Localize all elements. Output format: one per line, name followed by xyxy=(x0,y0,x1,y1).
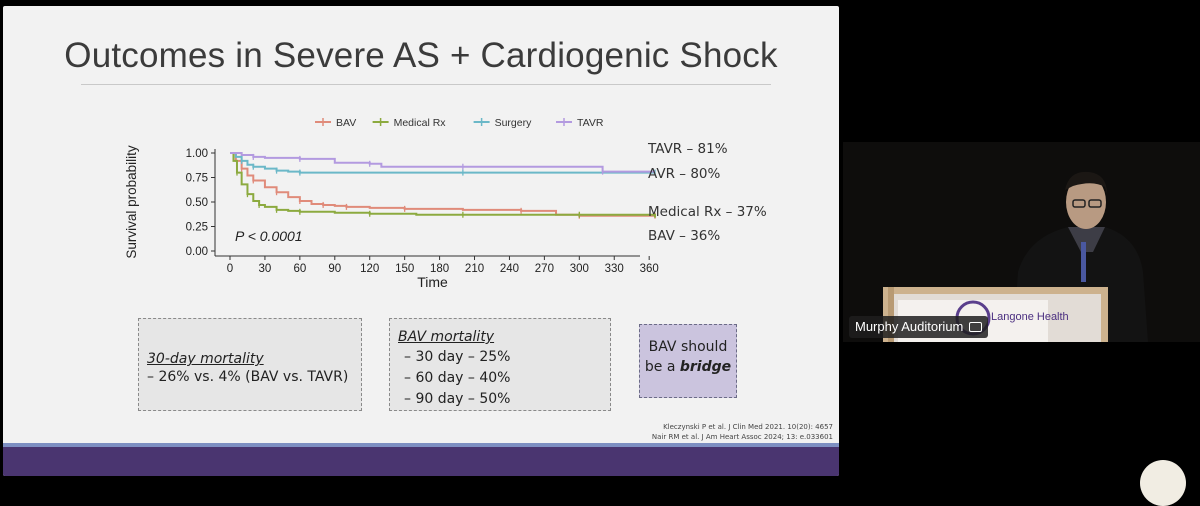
x-tick-label: 30 xyxy=(259,263,272,275)
annotation-medical: Medical Rx – 37% xyxy=(648,204,767,220)
speaker-illustration: Langone Health xyxy=(843,142,1200,342)
legend-label: TAVR xyxy=(577,117,604,129)
x-tick-label: 60 xyxy=(293,263,306,275)
x-tick-label: 120 xyxy=(360,263,379,275)
slide-title: Outcomes in Severe AS + Cardiogenic Shoc… xyxy=(64,36,778,75)
screen-share-icon[interactable] xyxy=(969,322,983,332)
citations: Kleczynski P et al. J Clin Med 2021. 10(… xyxy=(652,422,833,442)
x-tick-label: 90 xyxy=(328,263,341,275)
y-tick-label: 0.75 xyxy=(186,173,208,185)
legend-label: Medical Rx xyxy=(394,117,447,129)
chart-labels: Time Survival probability P < 0.0001 xyxy=(124,145,448,290)
p-value-annotation: P < 0.0001 xyxy=(235,228,303,244)
box3-line2: be a bridge xyxy=(644,359,732,375)
x-tick-label: 270 xyxy=(535,263,554,275)
series-line-bav xyxy=(230,152,655,217)
citation-line: Kleczynski P et al. J Clin Med 2021. 10(… xyxy=(663,423,833,431)
video-location-label: Murphy Auditorium xyxy=(849,316,989,338)
annotation-tavr: TAVR – 81% xyxy=(648,141,728,157)
speaker-video-feed[interactable]: Langone Health xyxy=(843,142,1200,342)
chart-series xyxy=(230,152,656,219)
annotation-bav: BAV – 36% xyxy=(648,228,721,244)
annotation-avr: AVR – 80% xyxy=(648,166,721,182)
x-tick-label: 180 xyxy=(430,263,449,275)
box2-line: – 60 day – 40% xyxy=(404,370,511,386)
box2-line: – 90 day – 50% xyxy=(404,391,511,407)
x-tick-label: 150 xyxy=(395,263,414,275)
box2-line: – 30 day – 25% xyxy=(404,349,511,365)
chart-legend: BAV Medical Rx Surgery TAVR xyxy=(315,117,604,129)
podium-text: Langone Health xyxy=(991,311,1069,323)
legend-label: BAV xyxy=(336,117,356,129)
y-tick-label: 1.00 xyxy=(186,148,208,160)
x-tick-label: 360 xyxy=(640,263,659,275)
footer-band xyxy=(3,447,839,476)
series-line-surgery xyxy=(230,152,655,174)
x-tick-label: 330 xyxy=(605,263,624,275)
y-tick-label: 0.25 xyxy=(186,222,208,234)
box2-heading: BAV mortality xyxy=(398,329,495,345)
x-axis-label: Time xyxy=(417,274,448,290)
y-tick-label: 0.50 xyxy=(186,197,208,209)
box3-bold: bridge xyxy=(679,359,732,375)
survival-chart: BAV Medical Rx Surgery TAVR 0.00 0.25 0.50 0.7… xyxy=(124,117,659,290)
x-tick-label: 300 xyxy=(570,263,589,275)
box1-line: – 26% vs. 4% (BAV vs. TAVR) xyxy=(147,369,349,385)
x-tick-label: 0 xyxy=(227,263,233,275)
chart-axes: 0.00 0.25 0.50 0.75 1.00 0 30 60 90 120 150 180 210 2… xyxy=(186,148,659,275)
citation-line: Nair RM et al. J Am Heart Assoc 2024; 13… xyxy=(651,433,833,441)
legend-label: Surgery xyxy=(495,117,533,129)
y-tick-label: 0.00 xyxy=(186,246,208,258)
video-location-text: Murphy Auditorium xyxy=(855,319,964,334)
box1-heading: 30-day mortality xyxy=(147,351,264,367)
series-line-tavr xyxy=(230,152,655,173)
title-divider xyxy=(81,84,771,85)
footer-accent-line xyxy=(3,443,839,447)
user-avatar[interactable] xyxy=(1140,460,1186,506)
bav-mortality-box: BAV mortality – 30 day – 25% – 60 day – … xyxy=(389,318,611,411)
x-tick-label: 210 xyxy=(465,263,484,275)
presentation-slide: Outcomes in Severe AS + Cardiogenic Shoc… xyxy=(3,6,839,476)
box3-line1: BAV should xyxy=(648,339,728,355)
y-axis-label: Survival probability xyxy=(124,145,139,259)
bav-bridge-box: BAV should be a bridge xyxy=(639,324,737,398)
x-tick-label: 240 xyxy=(500,263,519,275)
thirty-day-mortality-box: 30-day mortality – 26% vs. 4% (BAV vs. T… xyxy=(138,318,362,411)
